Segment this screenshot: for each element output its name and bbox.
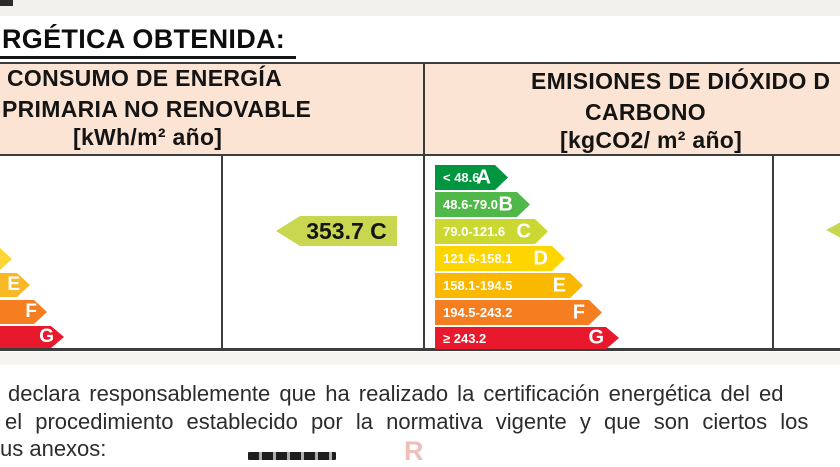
emisiones-scale-range-g: ≥ 243.2: [443, 330, 487, 346]
table-border-top: [0, 62, 840, 64]
table-border-bottom: [0, 348, 840, 351]
consumo-scale-letter-f: F: [25, 301, 37, 322]
cutoff-text-fragment-bottom: [248, 452, 336, 460]
emisiones-scale-letter-e: E: [552, 274, 566, 296]
declaration-line3: us anexos:: [0, 436, 107, 461]
emisiones-scale-letter-d: D: [533, 247, 548, 269]
emisiones-scale-range-e: 158.1-194.5: [443, 278, 513, 293]
section-title: RGÉTICA OBTENIDA:: [2, 24, 286, 54]
emisiones-scale-arrow-f: 194.5-243.2 F: [435, 300, 602, 325]
emisiones-scale-range-c: 79.0-121.6: [443, 224, 506, 239]
declaration-line1: declara responsablemente que ha realizad…: [8, 381, 784, 406]
emisiones-scale-arrow-g: ≥ 243.2 G: [435, 327, 619, 349]
consumo-header-line1: CONSUMO DE ENERGÍA: [7, 65, 283, 91]
table-divider-consumo-cell: [221, 155, 223, 348]
table-header-background: [0, 64, 840, 154]
emisiones-scale-arrow-d: 121.6-158.1 D: [435, 246, 565, 271]
consumo-header-units: [kWh/m² año]: [73, 124, 223, 150]
emisiones-scale-range-a: < 48.6: [443, 170, 480, 185]
title-underline: [0, 56, 296, 59]
emisiones-scale-letter-b: B: [498, 193, 513, 215]
emisiones-scale-letter-g: G: [588, 326, 604, 349]
emisiones-scale-letter-a: A: [476, 166, 491, 188]
consumo-scale-arrow-e: E: [0, 273, 30, 297]
declaration-line2: el procedimiento establecido por la norm…: [5, 409, 809, 434]
table-divider-columns: [423, 62, 425, 351]
emisiones-rating-arrow-partial: [826, 216, 840, 244]
consumo-scale-arrow-f: F: [0, 300, 47, 324]
table-border-header: [0, 154, 840, 156]
emisiones-header-units: [kgCO2/ m² año]: [560, 127, 743, 153]
emisiones-header-line1: EMISIONES DE DIÓXIDO D: [531, 68, 831, 94]
table-divider-emisiones-cell: [772, 155, 774, 348]
emisiones-scale-arrow-b: 48.6-79.0 B: [435, 192, 530, 217]
consumo-scale-letter-g: G: [39, 326, 54, 347]
consumo-header-line2: PRIMARIA NO RENOVABLE: [2, 96, 312, 122]
consumo-scale-arrow-g: G: [0, 326, 64, 348]
emisiones-scale-letter-c: C: [516, 220, 531, 242]
consumo-rating-arrow: 353.7 C: [276, 216, 397, 246]
emisiones-scale-letter-f: F: [572, 301, 585, 323]
emisiones-scale-arrow-a: < 48.6 A: [435, 165, 508, 190]
cutoff-mark-top-left: [0, 0, 13, 6]
emisiones-header-line2: CARBONO: [585, 99, 706, 125]
emisiones-scale-range-f: 194.5-243.2: [443, 305, 513, 320]
watermark-letter-fragment: R: [404, 436, 424, 466]
emisiones-scale-range-d: 121.6-158.1: [443, 251, 513, 266]
table-bottom-gap: [0, 352, 840, 365]
consumo-scale-letter-e: E: [7, 274, 20, 295]
emisiones-scale-range-b: 48.6-79.0: [443, 197, 498, 212]
consumo-scale-arrow-d-partial: [0, 247, 12, 271]
emisiones-scale-arrow-c: 79.0-121.6 C: [435, 219, 548, 244]
emisiones-scale-arrow-e: 158.1-194.5 E: [435, 273, 583, 298]
page-top-margin: [0, 0, 840, 16]
